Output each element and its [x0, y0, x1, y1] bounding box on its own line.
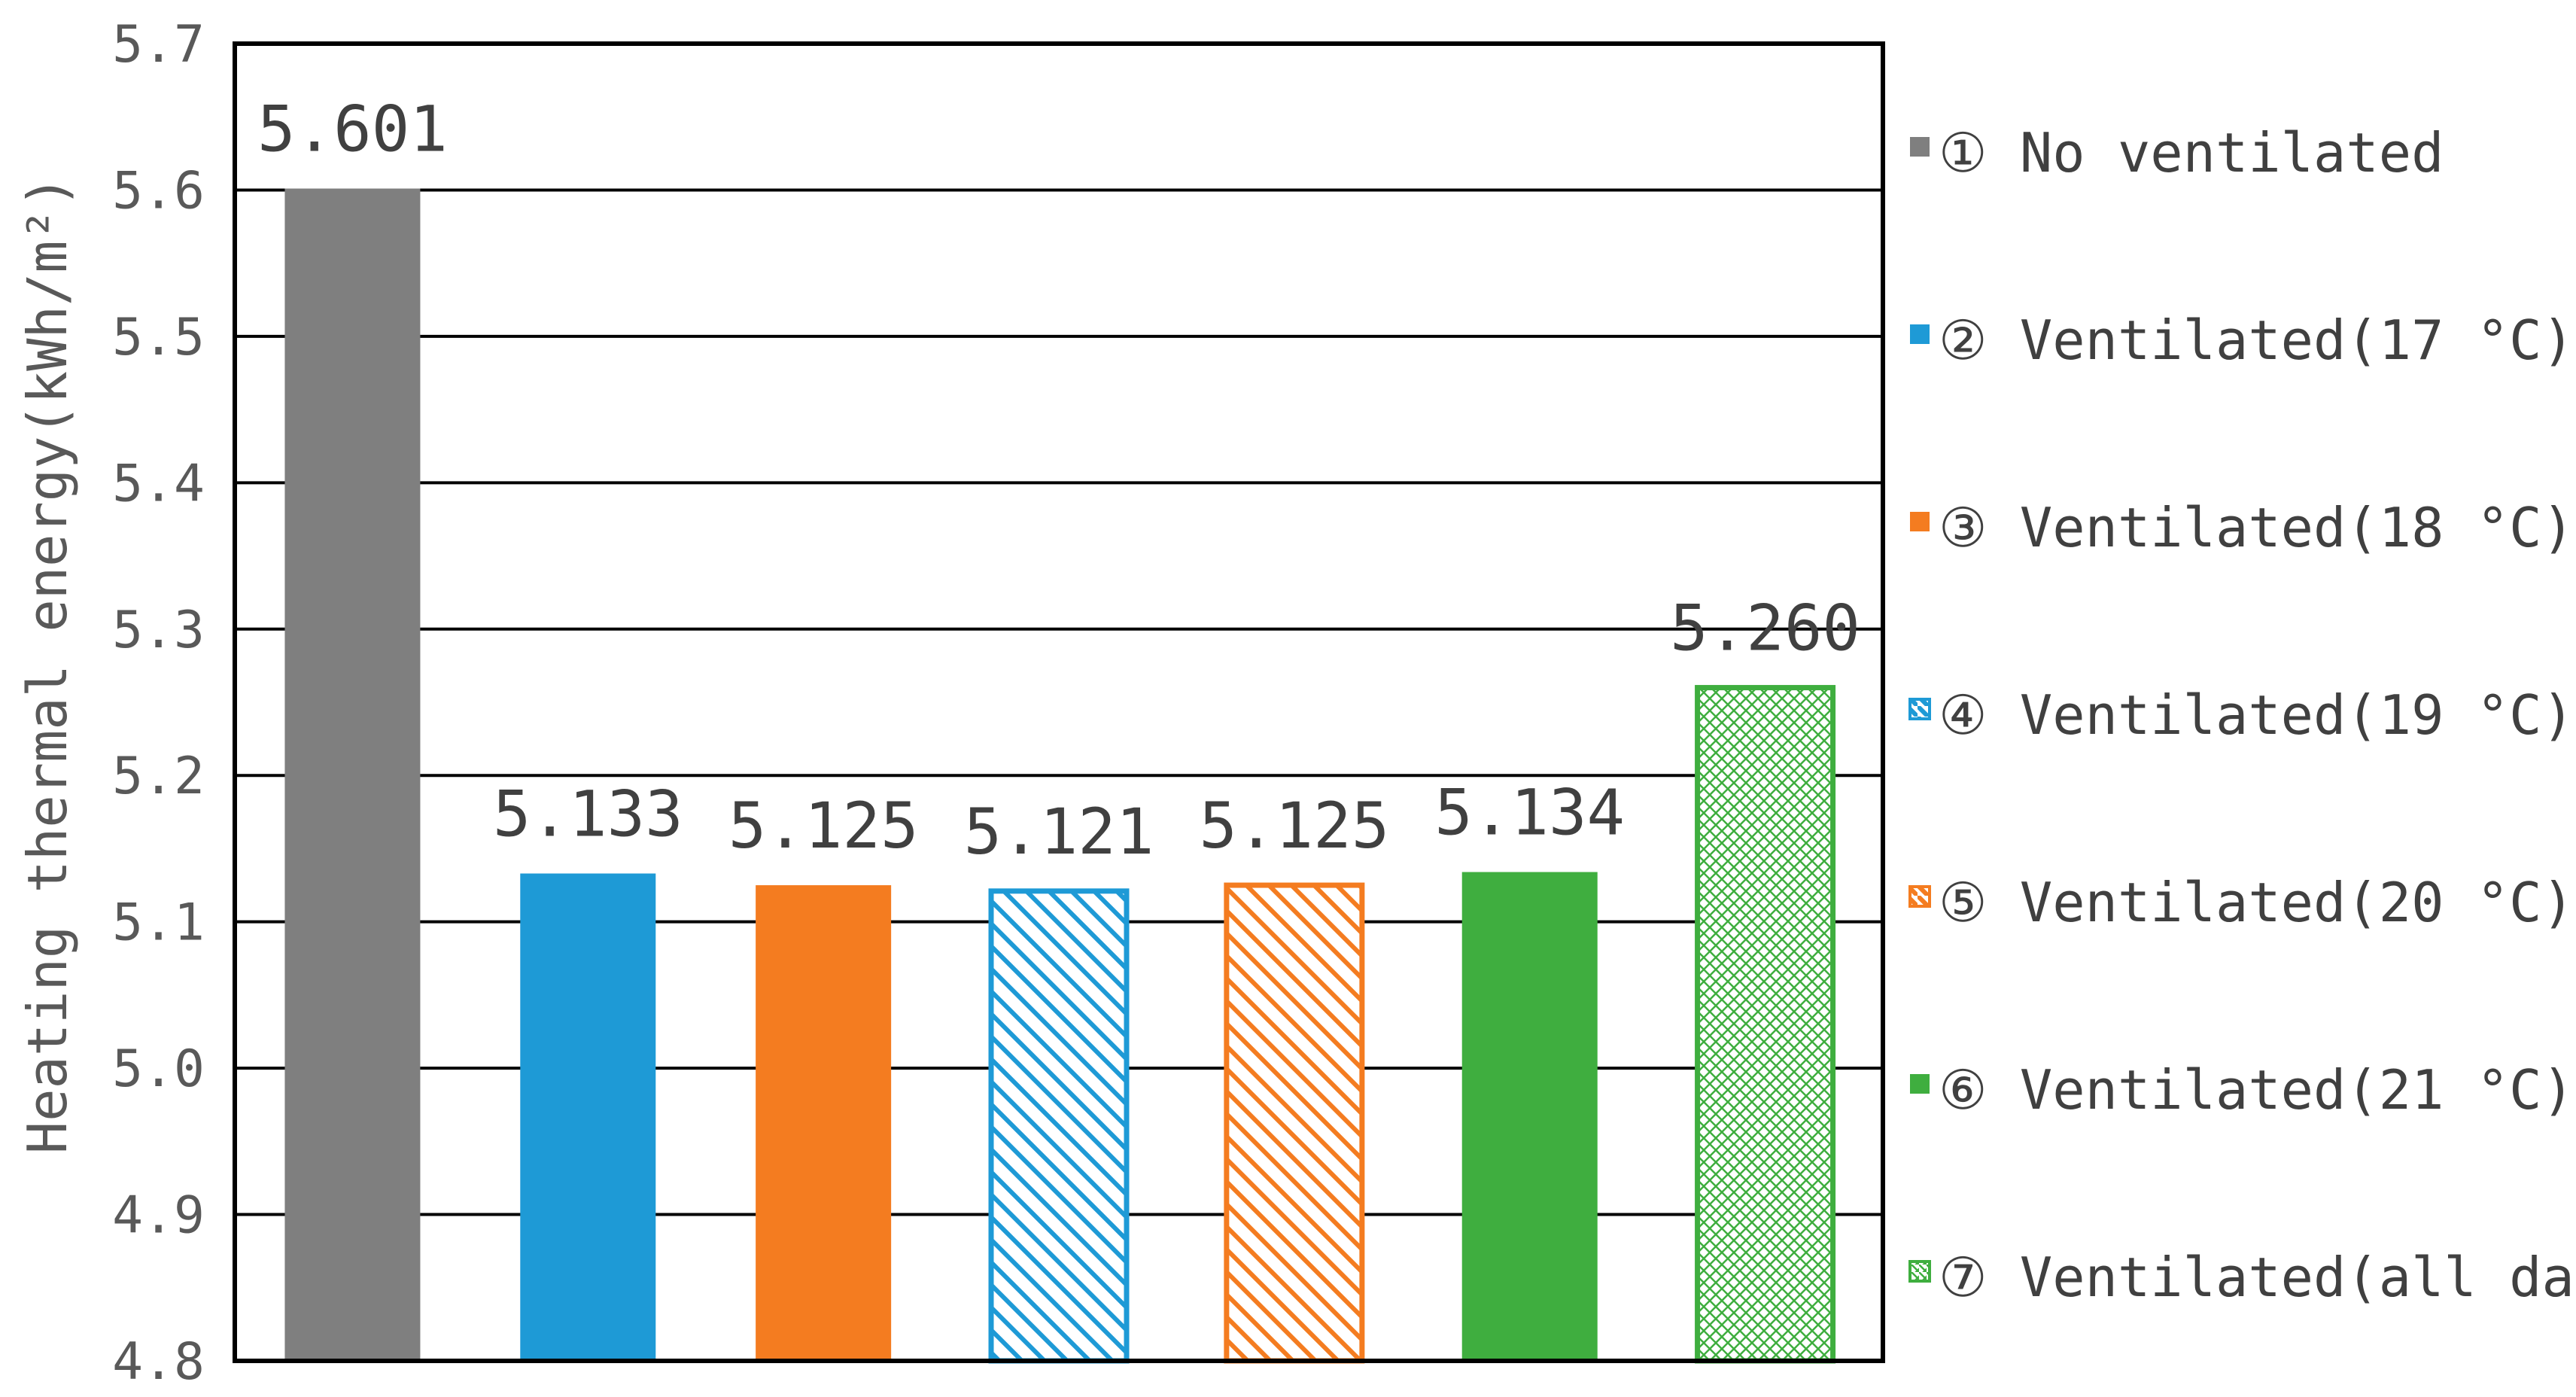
data-label-7: 5.260: [1670, 592, 1860, 665]
legend-label: ① No ventilated: [1939, 121, 2444, 184]
y-axis: 4.8 4.9 5.0 5.1 5.2 5.3 5.4 5.5 5.6 5.7: [112, 15, 1885, 1392]
legend-item-5: ⑤ Ventilated(20 °C): [1908, 871, 2574, 934]
legend-item-2: ② Ventilated(17 °C): [1910, 309, 2574, 372]
legend-swatch: [1910, 512, 1930, 531]
data-label-2: 5.133: [493, 778, 683, 851]
y-tick-label: 5.6: [112, 161, 205, 221]
bar-5: [1224, 882, 1365, 1364]
y-tick-label: 5.3: [112, 601, 205, 660]
y-tick-label: 5.0: [112, 1039, 205, 1099]
data-label-3: 5.125: [728, 789, 919, 863]
legend-label: ⑦ Ventilated(all day): [1939, 1246, 2576, 1309]
y-tick-label: 5.5: [112, 308, 205, 367]
y-tick-label: 5.2: [112, 747, 205, 806]
legend-swatch: [1908, 1260, 1931, 1283]
legend-swatch: [1910, 1074, 1930, 1094]
plot-border: [233, 41, 1885, 1363]
data-label-5: 5.125: [1199, 789, 1389, 863]
data-labels: 5.601 5.133 5.125 5.121 5.125 5.134 5.260: [257, 93, 1860, 869]
legend-swatch: [1910, 137, 1930, 157]
data-label-6: 5.134: [1434, 776, 1625, 850]
legend-swatch: [1908, 698, 1931, 720]
legend-swatch: [1910, 324, 1930, 344]
bar-7: [1695, 685, 1836, 1364]
legend-label: ⑤ Ventilated(20 °C): [1939, 871, 2574, 934]
bar-3: [756, 885, 892, 1361]
bar-6: [1461, 872, 1598, 1361]
y-tick-label: 4.9: [112, 1186, 205, 1246]
y-tick-label: 4.8: [112, 1332, 205, 1392]
bar-2: [520, 873, 656, 1361]
legend-item-7: ⑦ Ventilated(all day): [1908, 1246, 2576, 1309]
legend-label: ③ Ventilated(18 °C): [1939, 496, 2574, 559]
legend: ① No ventilated ② Ventilated(17 °C) ③ Vent…: [1908, 121, 2576, 1309]
legend-label: ⑥ Ventilated(21 °C): [1939, 1058, 2574, 1122]
legend-item-4: ④ Ventilated(19 °C): [1908, 683, 2574, 747]
legend-item-6: ⑥ Ventilated(21 °C): [1910, 1058, 2574, 1122]
y-tick-label: 5.4: [112, 454, 205, 513]
y-axis-title: Heating thermal energy(kWh/m²): [16, 175, 79, 1154]
y-tick-label: 5.7: [112, 15, 205, 75]
legend-item-1: ① No ventilated: [1910, 121, 2444, 184]
legend-label: ② Ventilated(17 °C): [1939, 309, 2574, 372]
legend-swatch: [1908, 885, 1931, 908]
data-label-4: 5.121: [964, 795, 1154, 869]
data-label-1: 5.601: [257, 93, 448, 166]
bar-4: [988, 888, 1130, 1364]
legend-label: ④ Ventilated(19 °C): [1939, 683, 2574, 747]
y-tick-label: 5.1: [112, 893, 205, 953]
bars: [284, 188, 1836, 1364]
bar-1: [284, 188, 421, 1361]
legend-item-3: ③ Ventilated(18 °C): [1910, 496, 2574, 559]
